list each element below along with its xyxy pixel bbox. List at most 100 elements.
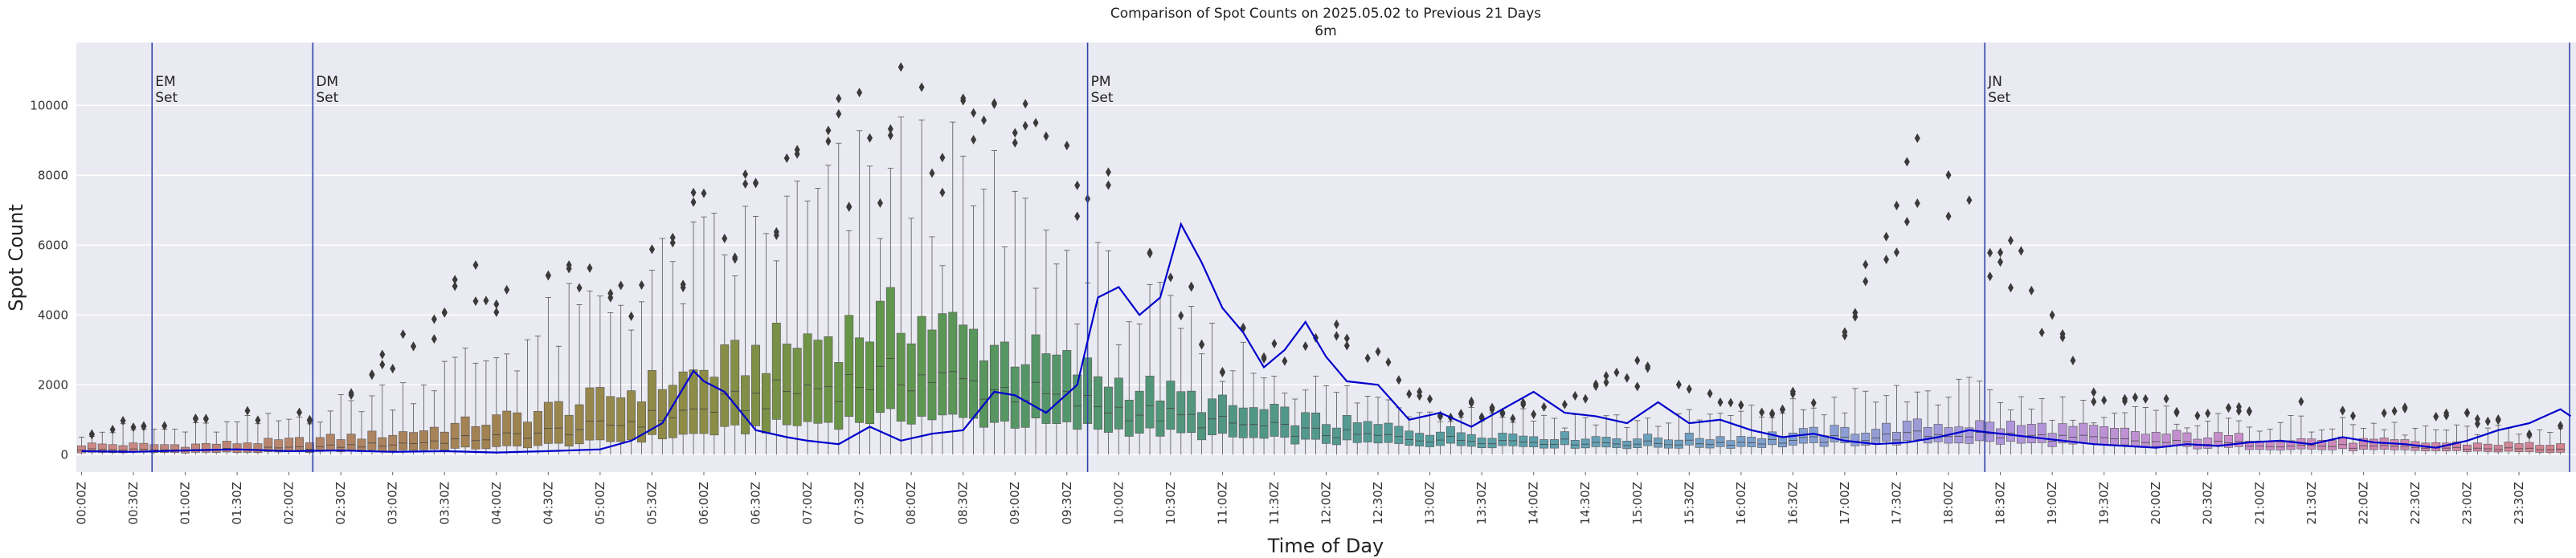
outlier-marker (452, 281, 458, 291)
box (2483, 443, 2492, 452)
box (264, 438, 273, 452)
outlier-marker (1032, 117, 1039, 128)
outlier-marker (1043, 131, 1049, 141)
outlier-marker (867, 132, 873, 143)
outlier-marker (1105, 167, 1111, 177)
outlier-marker (1903, 217, 1910, 227)
outlier-marker (836, 93, 842, 104)
box (1580, 438, 1590, 449)
x-tick-label: 19:30Z (2097, 482, 2112, 525)
box (2286, 440, 2296, 450)
outlier-marker (1603, 377, 1609, 388)
box (1301, 412, 1310, 440)
event-label: Set (1988, 90, 2010, 106)
box (595, 387, 605, 441)
outlier-marker (2163, 393, 2169, 404)
outlier-marker (2007, 283, 2014, 293)
outlier-marker (202, 413, 209, 424)
box (741, 375, 750, 434)
box (896, 332, 906, 422)
outlier-marker (1945, 211, 1952, 222)
x-tick-label: 12:00Z (1319, 482, 1334, 525)
box (2182, 432, 2192, 447)
outlier-marker (1893, 247, 1899, 258)
outlier-marker (825, 136, 832, 147)
y-tick-label: 6000 (38, 238, 68, 252)
box (1601, 437, 1611, 448)
box (1664, 439, 1673, 449)
outlier-marker (2059, 332, 2066, 343)
outlier-marker (1375, 347, 1381, 357)
outlier-marker (306, 416, 313, 426)
box (720, 344, 730, 427)
y-axis-ticks: 0 2000 4000 6000 8000 10000 (30, 98, 68, 462)
outlier-marker (1282, 356, 1288, 366)
x-tick-label: 22:00Z (2356, 482, 2370, 525)
outlier-marker (1717, 397, 1723, 407)
x-tick-label: 18:30Z (1993, 482, 2008, 525)
box (1466, 434, 1476, 447)
box (2130, 431, 2140, 446)
box (1363, 421, 1372, 442)
box (1529, 436, 1539, 447)
outlier-marker (2101, 395, 2108, 405)
box (813, 340, 823, 424)
outlier-marker (1188, 281, 1195, 291)
outlier-marker (1364, 353, 1371, 364)
outlier-marker (2526, 430, 2533, 440)
box (1778, 437, 1787, 448)
box (170, 444, 180, 453)
box (574, 404, 584, 445)
outlier-marker (1634, 381, 1641, 392)
box (1487, 438, 1497, 449)
box (1114, 377, 1123, 430)
outlier-marker (1531, 409, 1537, 420)
outlier-layer (88, 62, 2564, 440)
outlier-marker (732, 252, 738, 263)
outlier-marker (1343, 340, 1350, 351)
outlier-marker (2381, 408, 2387, 418)
box (295, 437, 305, 452)
y-tick-label: 2000 (38, 377, 68, 392)
outlier-marker (607, 288, 614, 299)
box (1840, 426, 1850, 443)
box (2006, 421, 2015, 442)
box (1570, 439, 1580, 449)
outlier-marker (2194, 410, 2201, 421)
box (2110, 428, 2120, 446)
outlier-marker (929, 168, 935, 178)
outlier-marker (1074, 180, 1081, 190)
box (2016, 425, 2026, 444)
outlier-marker (2173, 408, 2180, 418)
outlier-marker (648, 244, 655, 255)
box (1674, 439, 1683, 449)
box (979, 360, 988, 428)
box (1135, 390, 1144, 434)
box (419, 430, 428, 450)
box (346, 434, 356, 451)
outlier-marker (576, 283, 583, 293)
outlier-marker (2558, 421, 2564, 431)
box (1882, 422, 1891, 442)
outlier-marker (255, 415, 261, 426)
outlier-marker (379, 349, 386, 360)
box (160, 444, 170, 453)
outlier-marker (2070, 355, 2076, 365)
x-tick-label: 18:00Z (1941, 482, 1956, 525)
box (253, 443, 263, 454)
box (471, 426, 480, 450)
x-tick-label: 17:00Z (1838, 482, 1852, 525)
outlier-marker (400, 329, 407, 340)
box (1508, 434, 1518, 446)
box (2504, 442, 2513, 452)
outlier-marker (1997, 247, 2004, 258)
box (844, 315, 854, 417)
box (2203, 438, 2213, 449)
outlier-marker (1261, 352, 1267, 362)
outlier-marker (1645, 363, 1651, 373)
outlier-marker (1302, 341, 1309, 352)
box (906, 343, 916, 425)
box (554, 401, 563, 444)
box (305, 442, 314, 453)
